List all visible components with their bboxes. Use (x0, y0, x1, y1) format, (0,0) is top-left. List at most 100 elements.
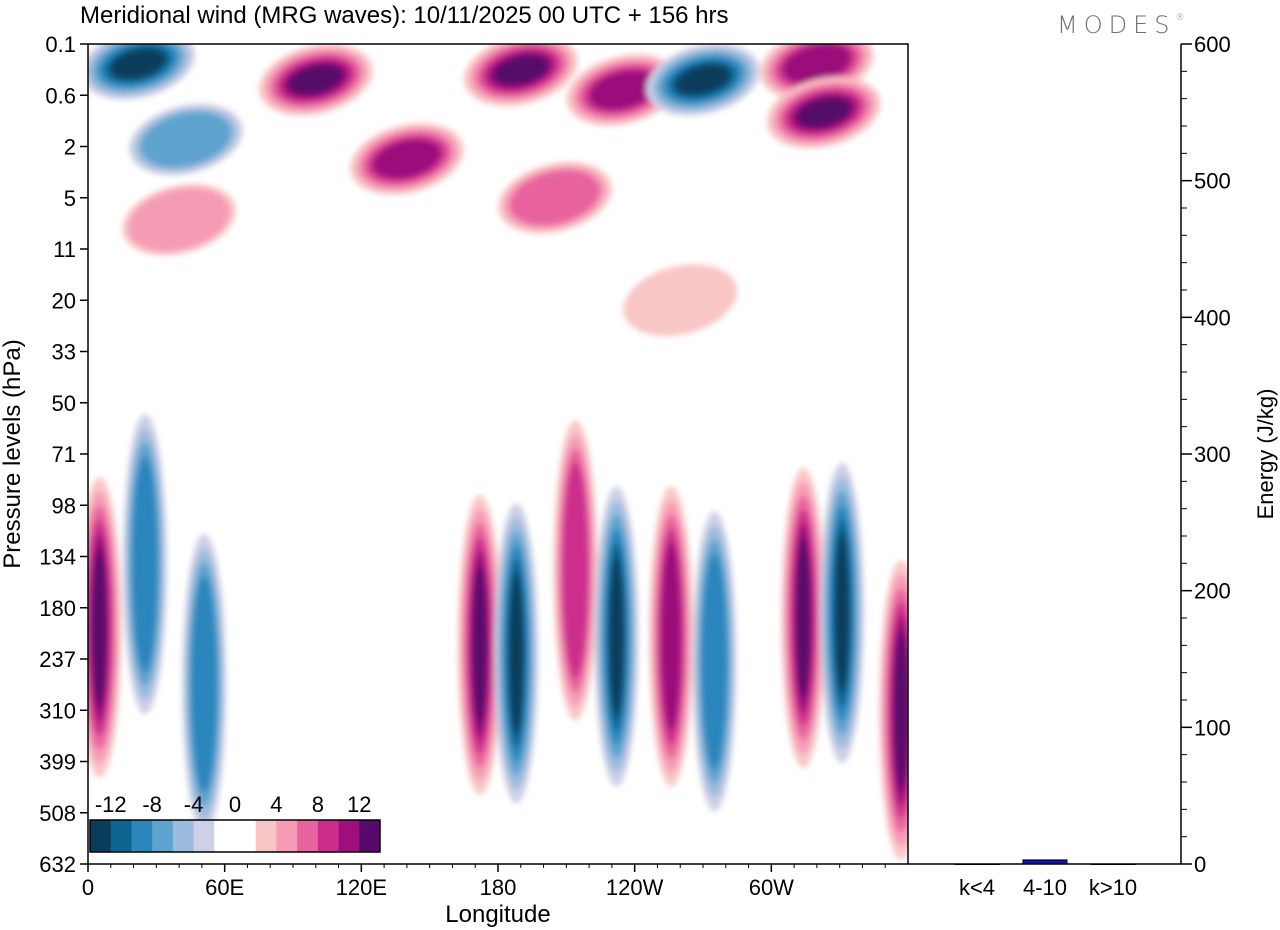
contour-band (661, 542, 682, 731)
contour-band (590, 70, 657, 110)
contour-band (191, 575, 218, 792)
energy-bar (1090, 863, 1136, 865)
contour-band (288, 64, 344, 96)
contour-feature-9 (766, 76, 881, 149)
contour-feature-10 (122, 183, 236, 256)
contour-feature-17 (553, 420, 598, 721)
contour-band (796, 537, 811, 698)
energy-tick-label: 600 (1194, 32, 1231, 57)
contour-feature-1 (129, 103, 243, 176)
x-tick-label: 120W (606, 875, 664, 900)
y-tick-label: 632 (39, 852, 76, 877)
heatmap-plot (88, 44, 908, 864)
energy-bar-panel: k<4 4-10 k>10 0 100 200 300 400 500 600 (908, 32, 1231, 900)
contour-band (472, 565, 487, 726)
y-tick-label: 5 (64, 186, 76, 211)
colorbar-label: 8 (312, 792, 324, 817)
contour-feature-21 (781, 467, 826, 768)
contour-band (493, 55, 549, 86)
contour-band (701, 553, 728, 770)
x-tick-label: 0 (82, 875, 94, 900)
colorbar-frame (89, 819, 381, 853)
contour-feature-20 (692, 511, 737, 812)
energy-tick-label: 200 (1194, 579, 1231, 604)
y-tick-label: 0.6 (45, 83, 76, 108)
contour-band (131, 456, 158, 673)
contour-feature-12 (88, 477, 122, 778)
contour-band (509, 170, 601, 226)
x-tick-label: 180 (480, 875, 517, 900)
y-tick-label: 180 (39, 596, 76, 621)
bar-category-label: 4-10 (1023, 875, 1067, 900)
contour-feature-0 (88, 44, 195, 100)
contour-band (116, 52, 160, 75)
contour-feature-3 (350, 123, 464, 195)
bar-category-label: k<4 (959, 875, 995, 900)
contour-band (837, 546, 846, 679)
contour-band (623, 264, 738, 337)
colorbar-swatch (338, 820, 360, 852)
contour-feature-22 (819, 462, 864, 763)
contour-feature-2 (258, 44, 373, 116)
energy-tick-label: 300 (1194, 442, 1231, 467)
x-tick-label: 60W (749, 875, 794, 900)
contour-feature-16 (494, 503, 539, 804)
contour-feature-7 (646, 44, 760, 116)
y-tick-label: 399 (39, 750, 76, 775)
contour-band (140, 112, 232, 168)
colorbar-legend: -12 -8 -4 0 4 8 12 (89, 792, 381, 853)
y-tick-label: 98 (52, 493, 76, 518)
chart-title: Meridional wind (MRG waves): 10/11/2025 … (80, 2, 729, 29)
contour-feature-23 (879, 560, 908, 861)
contour-feature-5 (498, 161, 612, 234)
y-tick-label: 237 (39, 647, 76, 672)
energy-tick-label: 100 (1194, 715, 1231, 740)
contour-band (783, 44, 851, 84)
colorbar-swatch (255, 820, 277, 852)
colorbar-swatch (297, 820, 319, 852)
contour-feature-15 (457, 495, 502, 796)
brand-registered-mark: ® (1175, 13, 1185, 23)
energy-tick-label: 0 (1194, 852, 1206, 877)
y-tick-label: 11 (53, 237, 76, 262)
y-tick-label: 508 (39, 801, 76, 826)
contour-band (796, 97, 852, 128)
contour-band (562, 462, 589, 679)
colorbar-swatch (193, 820, 215, 852)
colorbar-label: 12 (347, 792, 371, 817)
contour-band (373, 139, 441, 179)
colorbar-label: -4 (184, 792, 204, 817)
energy-tick-label: 500 (1194, 169, 1231, 194)
contour-band (894, 630, 908, 791)
y-axis-label: Pressure levels (hPa) (0, 339, 26, 568)
y-tick-label: 33 (52, 340, 76, 365)
contour-feature-14 (182, 533, 227, 834)
colorbar-swatch (276, 820, 298, 852)
energy-axis-label: Energy (J/kg) (1253, 389, 1278, 520)
energy-tick-label: 400 (1194, 305, 1231, 330)
x-tick-label: 60E (205, 875, 244, 900)
energy-bar (1022, 859, 1068, 865)
colorbar-swatch (131, 820, 153, 852)
contour-feature-4 (463, 44, 578, 107)
energy-bar (954, 863, 1000, 865)
colorbar-swatch (214, 820, 236, 852)
y-tick-label: 134 (39, 545, 76, 570)
y-tick-label: 0.1 (45, 32, 76, 57)
contour-band (609, 556, 624, 717)
colorbar-swatch (317, 820, 339, 852)
x-tick-label: 120E (336, 875, 387, 900)
y-tick-label: 50 (52, 391, 76, 416)
contour-feature-6 (566, 54, 681, 126)
contour-band (95, 561, 104, 694)
y-tick-label: 71 (52, 442, 76, 467)
colorbar-swatch (110, 820, 132, 852)
y-axis-pressure: 0.1 0.6 2 5 11 20 33 50 71 98 134 180 237 310 399 508 63… (39, 32, 88, 877)
contour-feature-18 (594, 486, 639, 787)
contour-band (509, 573, 524, 734)
y-tick-label: 310 (39, 698, 76, 723)
brand-text: MODES (1057, 11, 1176, 39)
colorbar-label: 0 (229, 792, 241, 817)
contour-feature-13 (122, 414, 167, 715)
colorbar-label: -12 (95, 792, 127, 817)
